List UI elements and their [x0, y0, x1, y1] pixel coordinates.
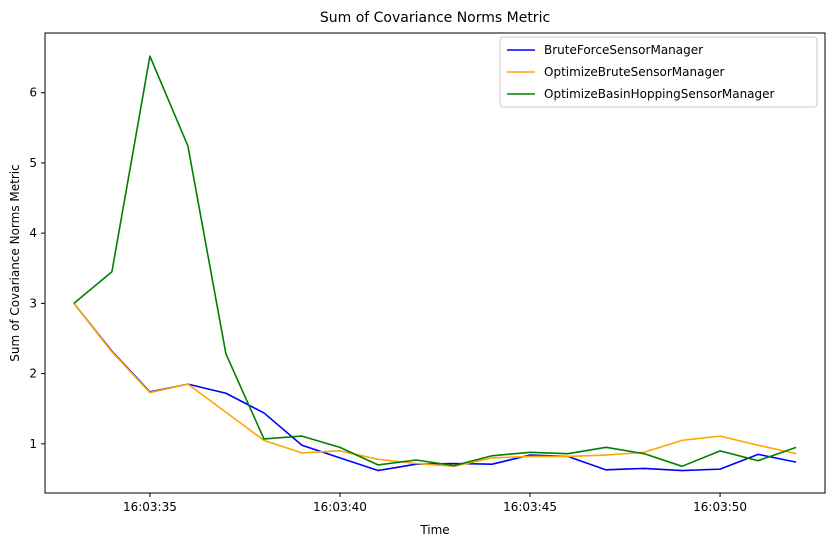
legend-label-1: OptimizeBruteSensorManager [544, 65, 724, 79]
series-line-2 [73, 55, 797, 468]
x-tick-label: 16:03:40 [313, 500, 367, 514]
y-tick-label: 1 [29, 437, 37, 451]
y-tick-label: 2 [29, 367, 37, 381]
legend-frame [499, 36, 818, 108]
x-tick-label: 16:03:45 [503, 500, 557, 514]
legend-label-0: BruteForceSensorManager [544, 43, 703, 57]
legend: BruteForceSensorManager OptimizeBruteSens… [499, 36, 818, 108]
x-axis-label: Time [419, 523, 449, 537]
x-tick-label: 16:03:50 [693, 500, 747, 514]
y-tick-label: 4 [29, 226, 37, 240]
y-tick-label: 5 [29, 156, 37, 170]
plot-layer [73, 55, 797, 472]
y-axis-label: Sum of Covariance Norms Metric [8, 164, 22, 361]
plot-area-frame [44, 32, 826, 494]
legend-label-2: OptimizeBasinHoppingSensorManager [544, 87, 775, 101]
chart-title: Sum of Covariance Norms Metric [320, 10, 550, 26]
x-tick-label: 16:03:35 [123, 500, 177, 514]
series-line-1 [73, 302, 797, 468]
series-line-0 [73, 302, 797, 472]
axis-layer: 16:03:35 16:03:40 16:03:45 16:03:50 1 2 3 4 5 6 [29, 86, 747, 514]
y-tick-label: 6 [29, 86, 37, 100]
y-tick-label: 3 [29, 296, 37, 310]
